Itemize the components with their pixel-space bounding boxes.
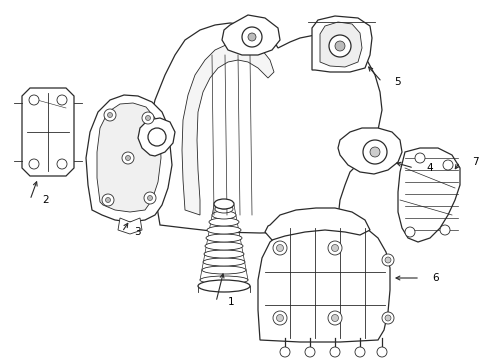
Circle shape <box>381 254 393 266</box>
Polygon shape <box>97 103 161 212</box>
Circle shape <box>102 194 114 206</box>
Circle shape <box>142 112 154 124</box>
Circle shape <box>242 27 262 47</box>
Circle shape <box>122 152 134 164</box>
Circle shape <box>104 109 116 121</box>
Circle shape <box>148 128 165 146</box>
Polygon shape <box>337 128 401 174</box>
Circle shape <box>414 153 424 163</box>
Polygon shape <box>258 220 389 342</box>
Circle shape <box>305 347 314 357</box>
Circle shape <box>57 159 67 169</box>
Ellipse shape <box>198 280 249 292</box>
Circle shape <box>247 33 256 41</box>
Circle shape <box>384 315 390 321</box>
Circle shape <box>105 198 110 202</box>
Circle shape <box>107 112 112 117</box>
Polygon shape <box>22 88 74 176</box>
Text: 1: 1 <box>227 297 234 307</box>
Circle shape <box>272 241 286 255</box>
Ellipse shape <box>217 201 230 209</box>
Circle shape <box>404 227 414 237</box>
Circle shape <box>327 311 341 325</box>
Ellipse shape <box>203 250 244 258</box>
Circle shape <box>369 147 379 157</box>
Ellipse shape <box>200 276 247 284</box>
Circle shape <box>57 95 67 105</box>
Polygon shape <box>118 218 142 234</box>
Ellipse shape <box>203 258 244 266</box>
Ellipse shape <box>214 199 234 209</box>
Circle shape <box>328 35 350 57</box>
Circle shape <box>442 160 452 170</box>
Ellipse shape <box>202 266 245 274</box>
Circle shape <box>381 312 393 324</box>
Circle shape <box>276 315 283 321</box>
Text: 5: 5 <box>393 77 400 87</box>
Circle shape <box>29 159 39 169</box>
Text: 3: 3 <box>134 227 141 237</box>
Circle shape <box>362 140 386 164</box>
Text: 6: 6 <box>431 273 438 283</box>
Polygon shape <box>311 16 371 72</box>
Circle shape <box>439 225 449 235</box>
Polygon shape <box>182 42 273 215</box>
Circle shape <box>329 347 339 357</box>
Circle shape <box>327 241 341 255</box>
Polygon shape <box>138 118 175 156</box>
Ellipse shape <box>205 234 242 242</box>
Circle shape <box>280 347 289 357</box>
Polygon shape <box>264 208 369 240</box>
Circle shape <box>331 315 338 321</box>
Circle shape <box>276 244 283 252</box>
Circle shape <box>145 116 150 121</box>
Ellipse shape <box>212 211 236 219</box>
Circle shape <box>125 156 130 161</box>
Circle shape <box>331 244 338 252</box>
Circle shape <box>143 192 156 204</box>
Circle shape <box>147 195 152 201</box>
Ellipse shape <box>206 226 241 234</box>
Circle shape <box>334 41 345 51</box>
Circle shape <box>384 257 390 263</box>
Polygon shape <box>148 23 381 233</box>
Polygon shape <box>397 148 459 242</box>
Ellipse shape <box>208 218 239 226</box>
Circle shape <box>29 95 39 105</box>
Polygon shape <box>86 95 172 222</box>
Ellipse shape <box>215 205 232 213</box>
Text: 7: 7 <box>471 157 478 167</box>
Polygon shape <box>222 15 280 55</box>
Text: 4: 4 <box>425 163 432 173</box>
Circle shape <box>354 347 364 357</box>
Text: 2: 2 <box>42 195 48 205</box>
Circle shape <box>272 311 286 325</box>
Circle shape <box>376 347 386 357</box>
Polygon shape <box>319 22 361 67</box>
Ellipse shape <box>204 242 243 250</box>
